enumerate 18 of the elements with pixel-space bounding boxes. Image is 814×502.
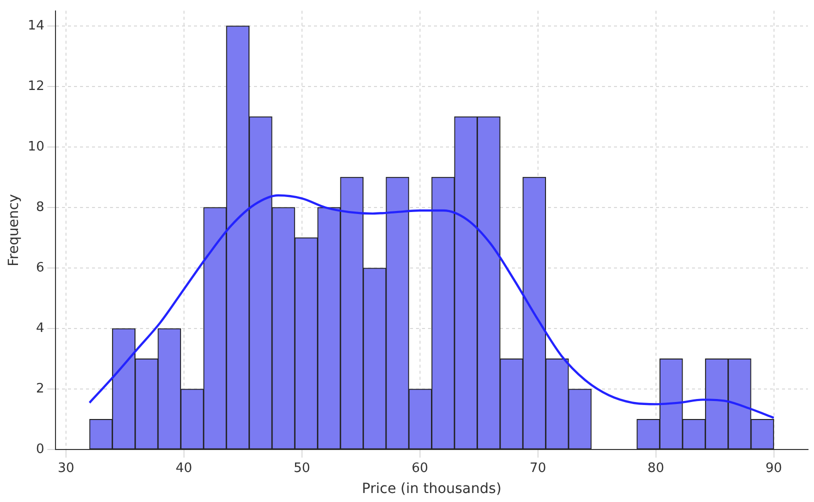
- y-tick-label: 0: [36, 442, 44, 457]
- x-tick-label: 30: [58, 460, 74, 476]
- y-tick-label: 4: [36, 320, 44, 336]
- x-axis-title: Price (in thousands): [362, 481, 502, 498]
- y-axis-title: Frequency: [6, 194, 22, 266]
- x-tick-label: 60: [412, 460, 428, 476]
- y-tick-label: 10: [28, 139, 44, 154]
- y-tick-label: 12: [28, 78, 44, 94]
- y-tick-label: 14: [28, 18, 44, 34]
- x-tick-label: 90: [766, 460, 782, 476]
- y-tick-label: 8: [36, 200, 44, 215]
- x-tick-label: 70: [530, 460, 546, 476]
- x-tick-label: 40: [176, 460, 192, 476]
- y-tick-label: 2: [36, 381, 44, 396]
- line-series: [88, 194, 775, 419]
- y-tick-label: 6: [36, 260, 44, 276]
- x-tick-label: 80: [648, 460, 664, 476]
- x-tick-label: 50: [294, 460, 310, 476]
